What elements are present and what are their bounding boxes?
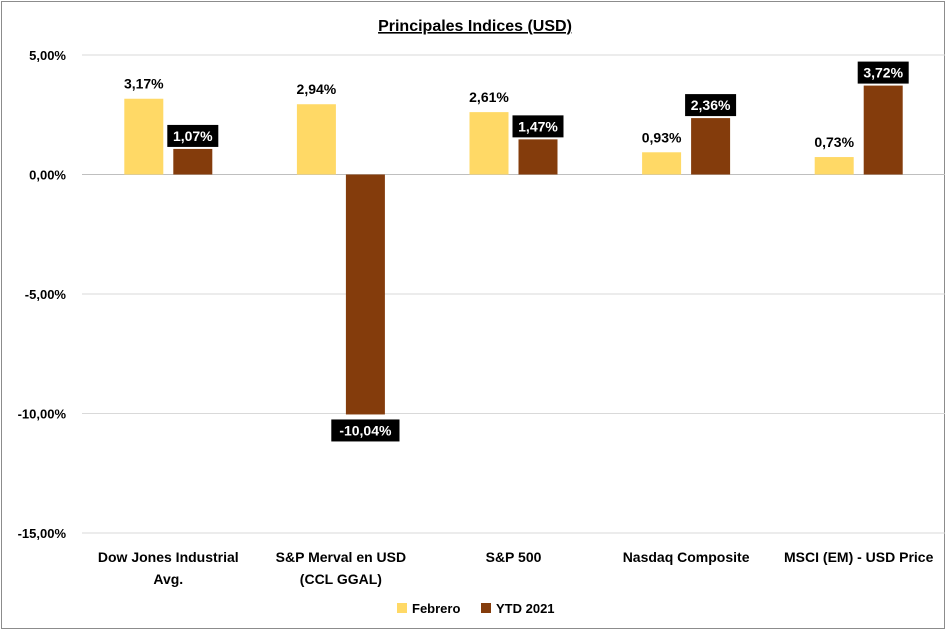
data-label: 2,61% xyxy=(469,89,509,105)
x-tick-label: Nasdaq Composite xyxy=(623,549,750,565)
data-label: 3,72% xyxy=(863,65,903,81)
data-label-box xyxy=(331,419,400,442)
bar-febrero xyxy=(814,157,854,175)
data-labels: 3,17% 2,94% 2,61% 0,93% 0,73% 1,07% -10,04% 1,4… xyxy=(124,61,909,442)
bars xyxy=(124,85,903,415)
gridlines xyxy=(82,54,945,534)
bar-ytd-2021 xyxy=(518,139,558,175)
x-axis: Dow Jones Industrial Avg. S&P Merval en US… xyxy=(98,549,934,587)
y-tick-label: 0,00% xyxy=(29,168,66,183)
y-tick-label: -15,00% xyxy=(18,526,67,541)
data-label: 1,47% xyxy=(518,118,558,134)
data-label: 0,93% xyxy=(642,129,682,145)
y-tick-label: -10,00% xyxy=(18,407,67,422)
legend: Febrero YTD 2021 xyxy=(397,601,555,616)
bar-ytd-2021 xyxy=(345,174,385,415)
x-tick-label: Avg. xyxy=(153,571,183,587)
x-tick-label: MSCI (EM) - USD Price xyxy=(784,549,934,565)
data-label: 2,36% xyxy=(691,97,731,113)
data-label-box xyxy=(685,94,737,117)
data-label-box xyxy=(512,115,564,138)
y-tick-label: 5,00% xyxy=(29,48,66,63)
bar-ytd-2021 xyxy=(691,118,731,175)
data-label: -10,04% xyxy=(339,422,392,438)
legend-label: YTD 2021 xyxy=(496,601,555,616)
legend-swatch xyxy=(481,603,491,613)
data-label: 1,07% xyxy=(173,128,213,144)
legend-label: Febrero xyxy=(412,601,460,616)
y-tick-label: -5,00% xyxy=(25,287,67,302)
y-axis: 5,00% 0,00% -5,00% -10,00% -15,00% xyxy=(18,48,67,541)
bar-ytd-2021 xyxy=(863,85,903,175)
x-tick-label: Dow Jones Industrial xyxy=(98,549,239,565)
x-tick-label: S&P Merval en USD xyxy=(276,549,406,565)
data-label-box xyxy=(167,124,219,147)
bar-febrero xyxy=(642,152,682,175)
data-label: 3,17% xyxy=(124,76,164,92)
data-label: 0,73% xyxy=(814,134,854,150)
x-tick-label: (CCL GGAL) xyxy=(300,571,382,587)
bar-febrero xyxy=(296,104,336,175)
x-tick-label: S&P 500 xyxy=(486,549,542,565)
bar-ytd-2021 xyxy=(173,148,213,175)
data-label: 2,94% xyxy=(297,81,337,97)
data-label-box xyxy=(857,61,909,84)
chart-title: Principales Indices (USD) xyxy=(378,18,572,35)
bar-febrero xyxy=(469,112,509,175)
legend-swatch xyxy=(397,603,407,613)
bar-febrero xyxy=(124,98,164,175)
